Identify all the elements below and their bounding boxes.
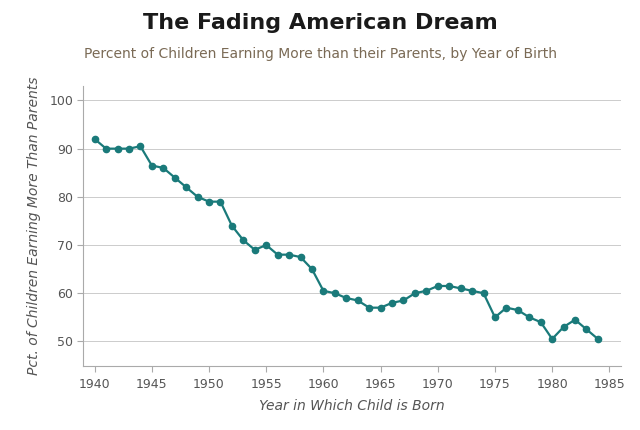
Text: Percent of Children Earning More than their Parents, by Year of Birth: Percent of Children Earning More than th…	[83, 47, 557, 61]
Y-axis label: Pct. of Children Earning More Than Parents: Pct. of Children Earning More Than Paren…	[28, 77, 41, 375]
Text: The Fading American Dream: The Fading American Dream	[143, 13, 497, 33]
X-axis label: Year in Which Child is Born: Year in Which Child is Born	[259, 399, 445, 413]
